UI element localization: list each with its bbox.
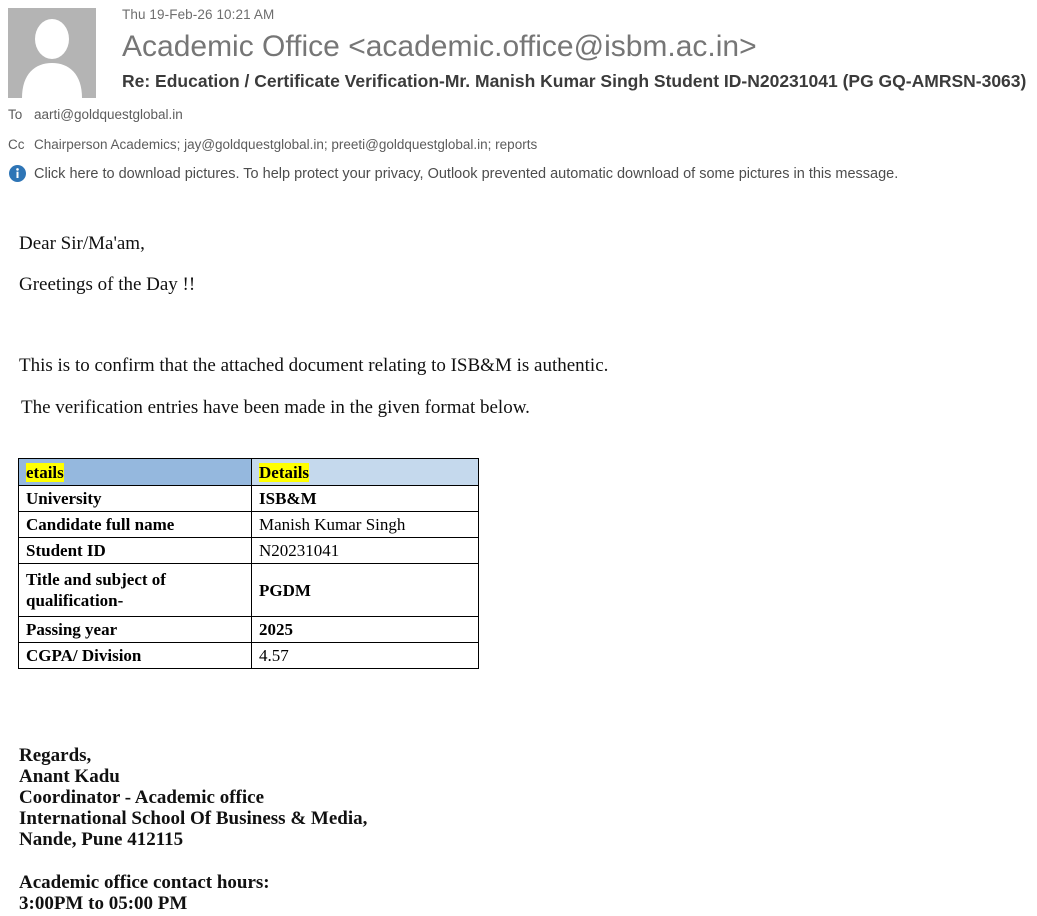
notice-text: Click here to download pictures. To help… [34,165,899,182]
row-label-candidate-name: Candidate full name [18,511,252,538]
signature-address: Nande, Pune 412115 [19,829,184,850]
to-value[interactable]: aarti@goldquestglobal.in [34,107,183,122]
signature-regards: Regards, [19,745,92,766]
recipient-cc-row: Cc Chairperson Academics; jay@goldquestg… [0,136,1037,154]
message-body: Dear Sir/Ma'am, Greetings of the Day !! … [0,205,1037,419]
sender-address[interactable]: Academic Office <academic.office@isbm.ac… [122,30,757,63]
table-row: Candidate full name Manish Kumar Singh [18,511,479,538]
row-value-passing-year: 2025 [251,616,479,643]
row-value-cgpa: 4.57 [251,642,479,669]
row-value-candidate-name: Manish Kumar Singh [251,511,479,538]
avatar [8,8,96,98]
table-row: University ISB&M [18,485,479,512]
row-value-university: ISB&M [251,485,479,512]
info-icon [9,165,26,182]
table-row: Passing year 2025 [18,616,479,643]
download-pictures-notice[interactable]: Click here to download pictures. To help… [9,165,1037,182]
row-value-student-id: N20231041 [251,537,479,564]
signature-spacer [19,850,367,872]
signature-name: Anant Kadu [19,766,120,787]
table-row: Title and subject of qualification- PGDM [18,563,479,617]
cc-value[interactable]: Chairperson Academics; jay@goldquestglob… [34,137,538,152]
row-label-passing-year: Passing year [18,616,252,643]
signature-institution: International School Of Business & Media… [19,808,368,829]
person-avatar-icon [8,8,96,98]
signature-block: Regards, Anant Kadu Coordinator - Academ… [19,745,367,914]
signature-hours-value: 3:00PM to 05:00 PM [19,893,188,914]
table-header-row: etails Details [18,458,479,486]
body-entries: The verification entries have been made … [21,397,530,418]
row-label-student-id: Student ID [18,537,252,564]
message-subject: Re: Education / Certificate Verification… [122,71,1027,91]
row-label-university: University [18,485,252,512]
message-header: Thu 19-Feb-26 10:21 AM Academic Office <… [0,0,1037,182]
row-value-qualification: PGDM [251,563,479,617]
to-label: To [8,107,23,122]
signature-hours-label: Academic office contact hours: [19,872,270,893]
body-salutation: Dear Sir/Ma'am, [19,233,145,254]
body-greeting: Greetings of the Day !! [19,274,196,295]
table-header-label-cell: etails [18,458,252,486]
table-header-label-text: etails [26,462,64,482]
table-header-value-cell: Details [251,458,479,486]
row-label-qualification: Title and subject of qualification- [18,563,252,617]
body-confirm: This is to confirm that the attached doc… [19,355,609,376]
table-header-value-text: Details [259,462,310,482]
table-row: Student ID N20231041 [18,537,479,564]
signature-role: Coordinator - Academic office [19,787,265,808]
row-label-cgpa: CGPA/ Division [18,642,252,669]
verification-details-table: etails Details University ISB&M Candidat… [18,458,479,669]
cc-label: Cc [8,137,25,152]
message-timestamp: Thu 19-Feb-26 10:21 AM [122,7,275,22]
header-text-block: Thu 19-Feb-26 10:21 AM Academic Office <… [122,0,1037,94]
table-row: CGPA/ Division 4.57 [18,642,479,669]
recipient-to-row: To aarti@goldquestglobal.in [0,106,1037,124]
